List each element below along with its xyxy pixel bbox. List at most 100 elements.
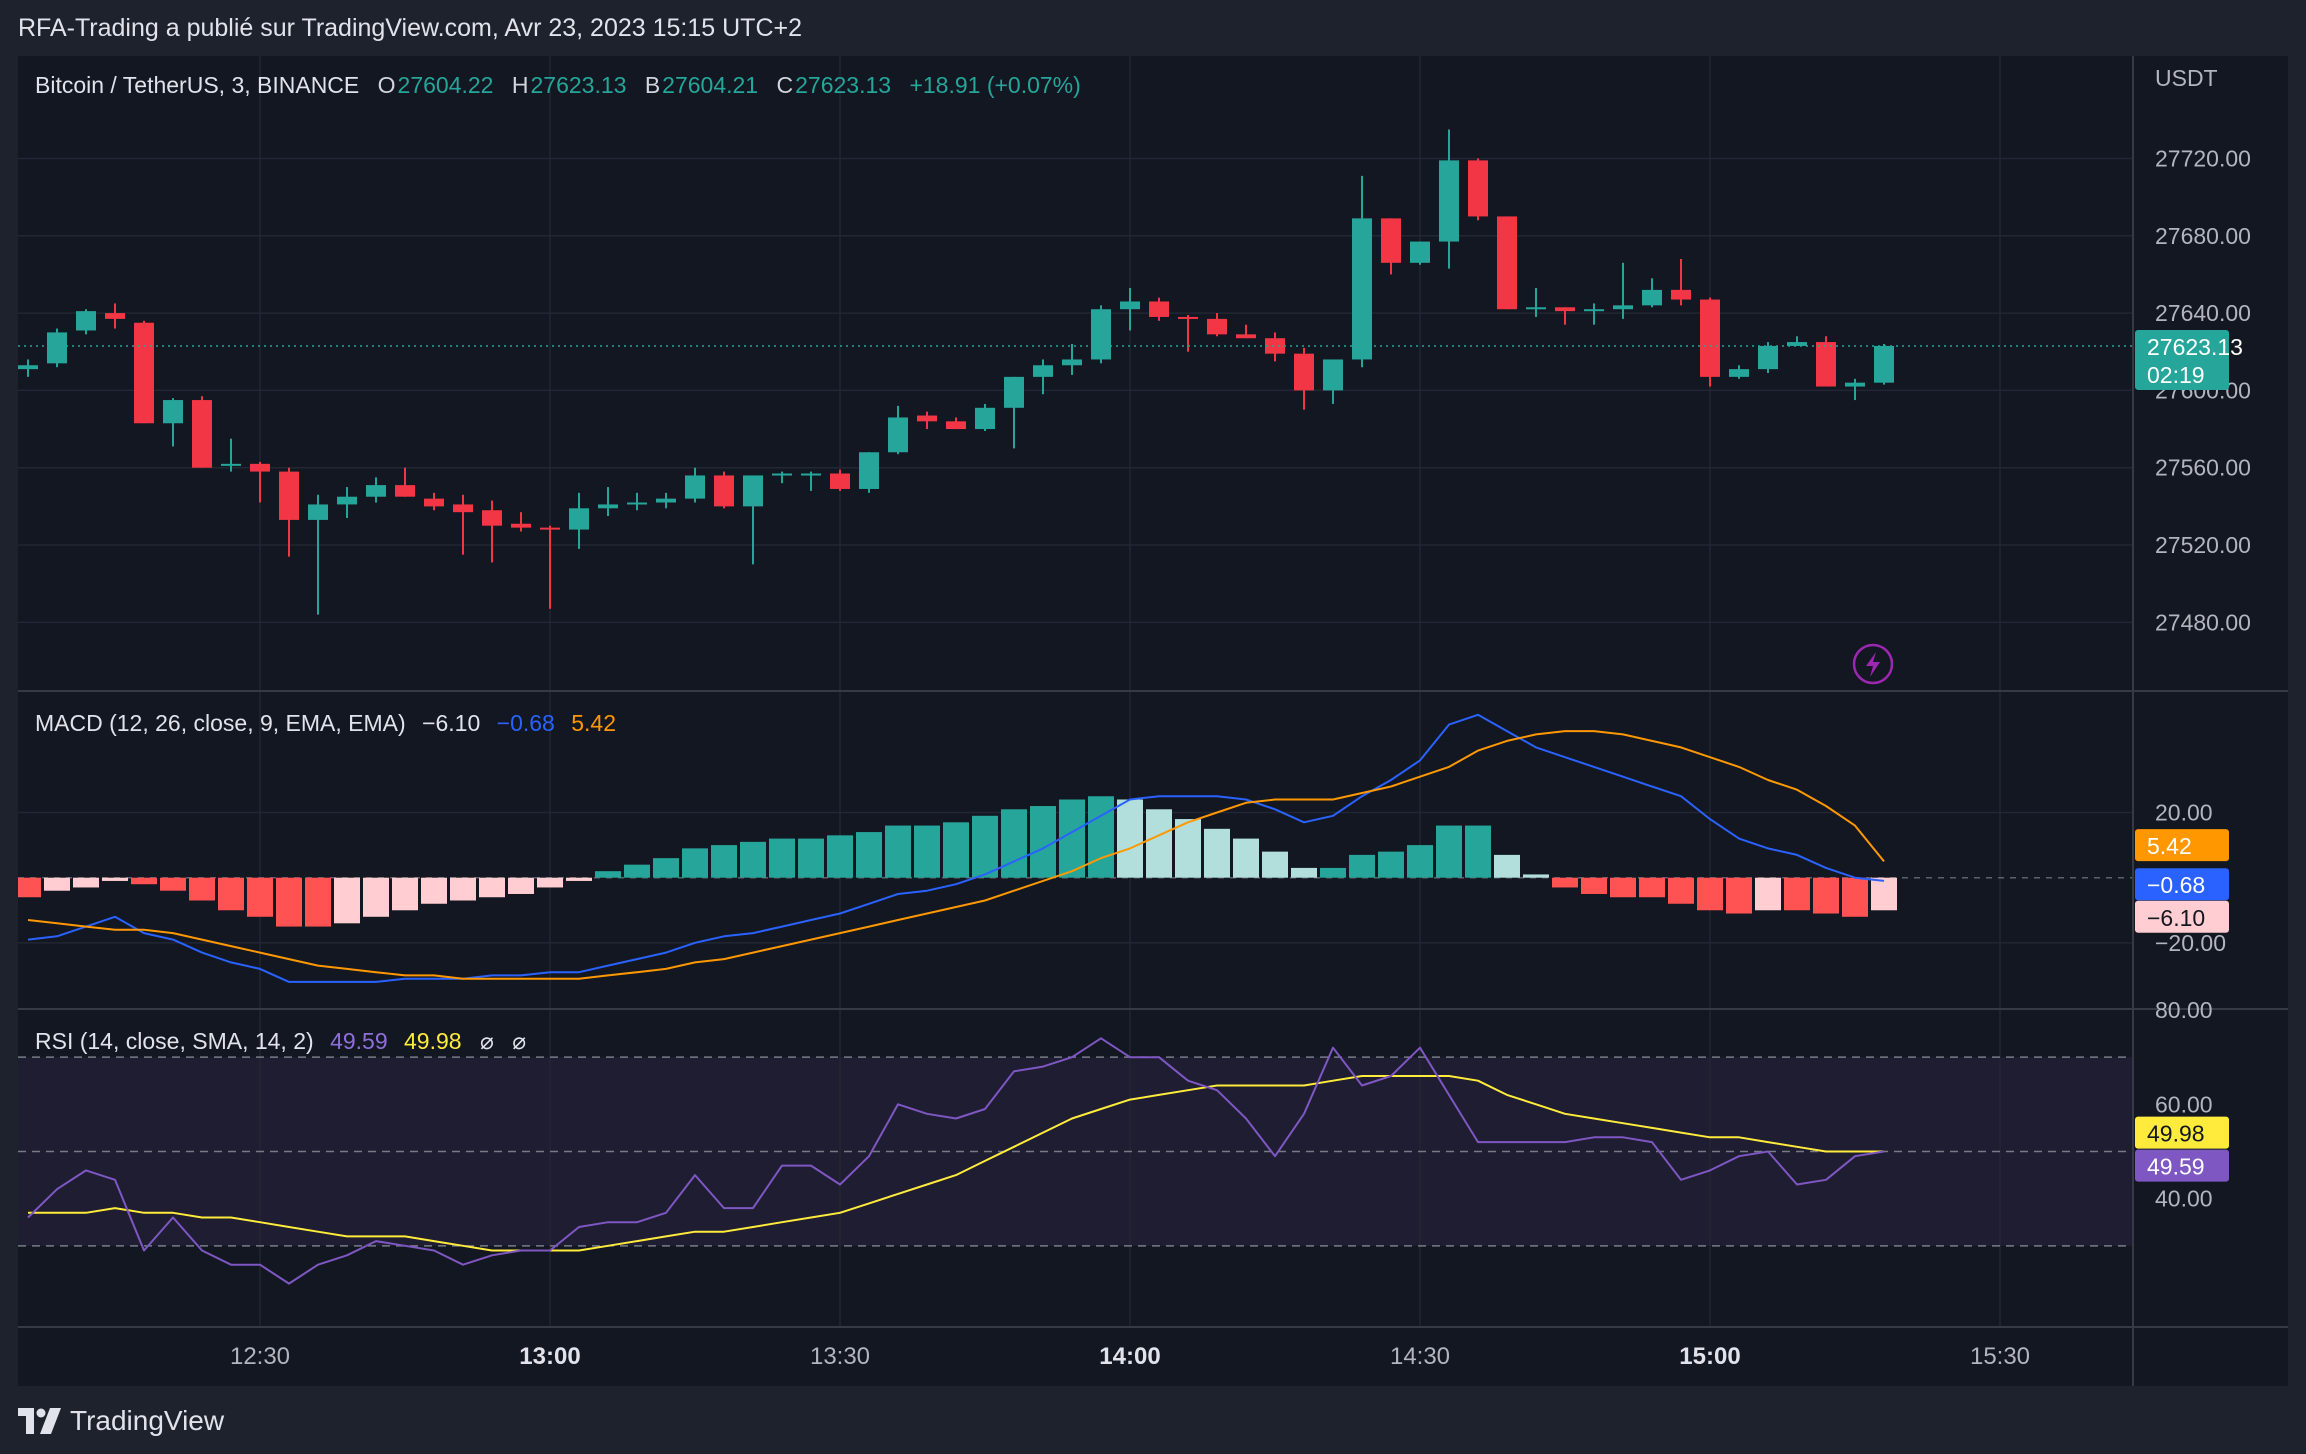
change-value: +18.91 (+0.07%) [909,72,1081,98]
tradingview-wordmark: TradingView [70,1405,225,1436]
rsi-ma-badge-text: 49.98 [2147,1121,2205,1147]
candle [105,303,125,329]
tradingview-logo[interactable]: TradingView [18,1404,224,1438]
candle [163,398,183,447]
candle-body [1700,299,1720,377]
macd-title[interactable]: MACD (12, 26, close, 9, EMA, EMA) [35,710,406,736]
candle-body [192,400,212,468]
macd-histogram-bar [392,877,418,911]
candle [1787,336,1807,346]
candle [1352,175,1372,368]
macd-histogram-bar [305,877,331,927]
candle [1526,287,1546,317]
candle-body [1207,318,1227,335]
candle-body [946,421,966,430]
macd-histogram-bar [44,877,70,891]
last-price-badge-text: 27623.13 [2147,334,2243,360]
candle [598,487,618,517]
candle-body [1642,289,1662,306]
open-value: 27604.22 [397,72,494,98]
macd-histogram-bar [1494,854,1520,878]
candle [1613,262,1633,319]
candle-body [1381,218,1401,263]
macd-histogram-bar [1842,877,1868,917]
high-value: 27623.13 [530,72,627,98]
candle-body [1294,353,1314,391]
candle [1468,158,1488,221]
candle-body [511,523,531,528]
candle [975,403,995,431]
rsi-title[interactable]: RSI (14, close, SMA, 14, 2) [35,1028,314,1054]
candle [279,467,299,557]
candle-body [1526,307,1546,310]
macd-histogram-bar [1117,799,1143,878]
candle [1439,129,1459,269]
last-price-badge-text: 02:19 [2147,362,2205,388]
rsi-ma-badge: 49.98 [2135,1116,2229,1149]
candle-body [801,473,821,476]
rsi-badge-bg [2135,1149,2229,1182]
macd-histogram-bar [1233,838,1259,878]
chart-canvas[interactable]: USDT27480.0027520.0027560.0027600.002764… [18,56,2288,1386]
price-axis-tick: 27480.00 [2155,609,2251,635]
candle-body [743,475,763,507]
macd-histogram-bar [1320,867,1346,878]
macd-histogram-bar [1204,828,1230,878]
macd-histogram-bar [479,877,505,898]
candle [221,438,241,472]
macd-histogram-bar [624,864,650,878]
macd-histogram-bar [189,877,215,901]
candle-body [714,475,734,507]
time-axis-tick: 12:30 [230,1343,290,1370]
candle [192,396,212,468]
macd-histogram-bar [711,845,737,878]
lightning-icon[interactable] [1852,643,1894,685]
high-label: H [511,72,529,98]
rsi-extra-1: ⌀ [479,1028,494,1054]
candle-body [424,498,444,507]
rsi-ma-line [28,1075,1884,1252]
rsi-badge: 49.59 [2135,1149,2229,1182]
macd-histogram-bar [1059,799,1085,878]
candle [76,309,96,335]
candle-body [1178,316,1198,319]
macd-histogram-bar [1175,819,1201,878]
macd-histogram-bar [653,858,679,878]
symbol-label[interactable]: Bitcoin / TetherUS, 3, BINANCE [35,72,360,98]
macd-histogram-bar [827,835,853,878]
candle-body [1149,301,1169,317]
macd-histogram-bar [595,871,621,878]
candle [888,405,908,455]
candle [366,477,386,503]
chart-frame[interactable]: USDT 27480.00 27520.00 27560.00 27600.00 2764… [18,56,2288,1386]
macd-histogram-bar [160,877,186,891]
macd-histogram-bar [972,815,998,878]
candle [1207,313,1227,337]
candle [1120,287,1140,331]
macd-hist-badge: −6.10 [2135,900,2229,933]
candle-body [1845,382,1865,387]
time-axis-tick: 13:30 [810,1343,870,1370]
candle-body [1004,376,1024,408]
macd-signal-badge-bg [2135,829,2229,862]
candle [627,492,647,511]
macd-histogram-bar [769,838,795,878]
candle-body [1468,160,1488,217]
candle [1497,216,1517,310]
candle [1729,365,1749,379]
candle [656,492,676,509]
candle-body [163,400,183,424]
macd-histogram-bar [73,877,99,888]
rsi-axis-tick: 80.00 [2155,997,2213,1023]
macd-histogram-bar [566,877,592,881]
price-axis-tick: 27640.00 [2155,300,2251,326]
macd-histogram-bar [856,832,882,878]
candle [1294,347,1314,410]
time-axis-tick: 14:30 [1390,1343,1450,1370]
lightning-icon-bolt [1866,652,1880,677]
candle [250,461,270,503]
candle [1758,342,1778,373]
candle-body [1091,309,1111,360]
macd-hist-badge-text: −6.10 [2147,905,2205,931]
price-axis-tick: 27560.00 [2155,455,2251,481]
